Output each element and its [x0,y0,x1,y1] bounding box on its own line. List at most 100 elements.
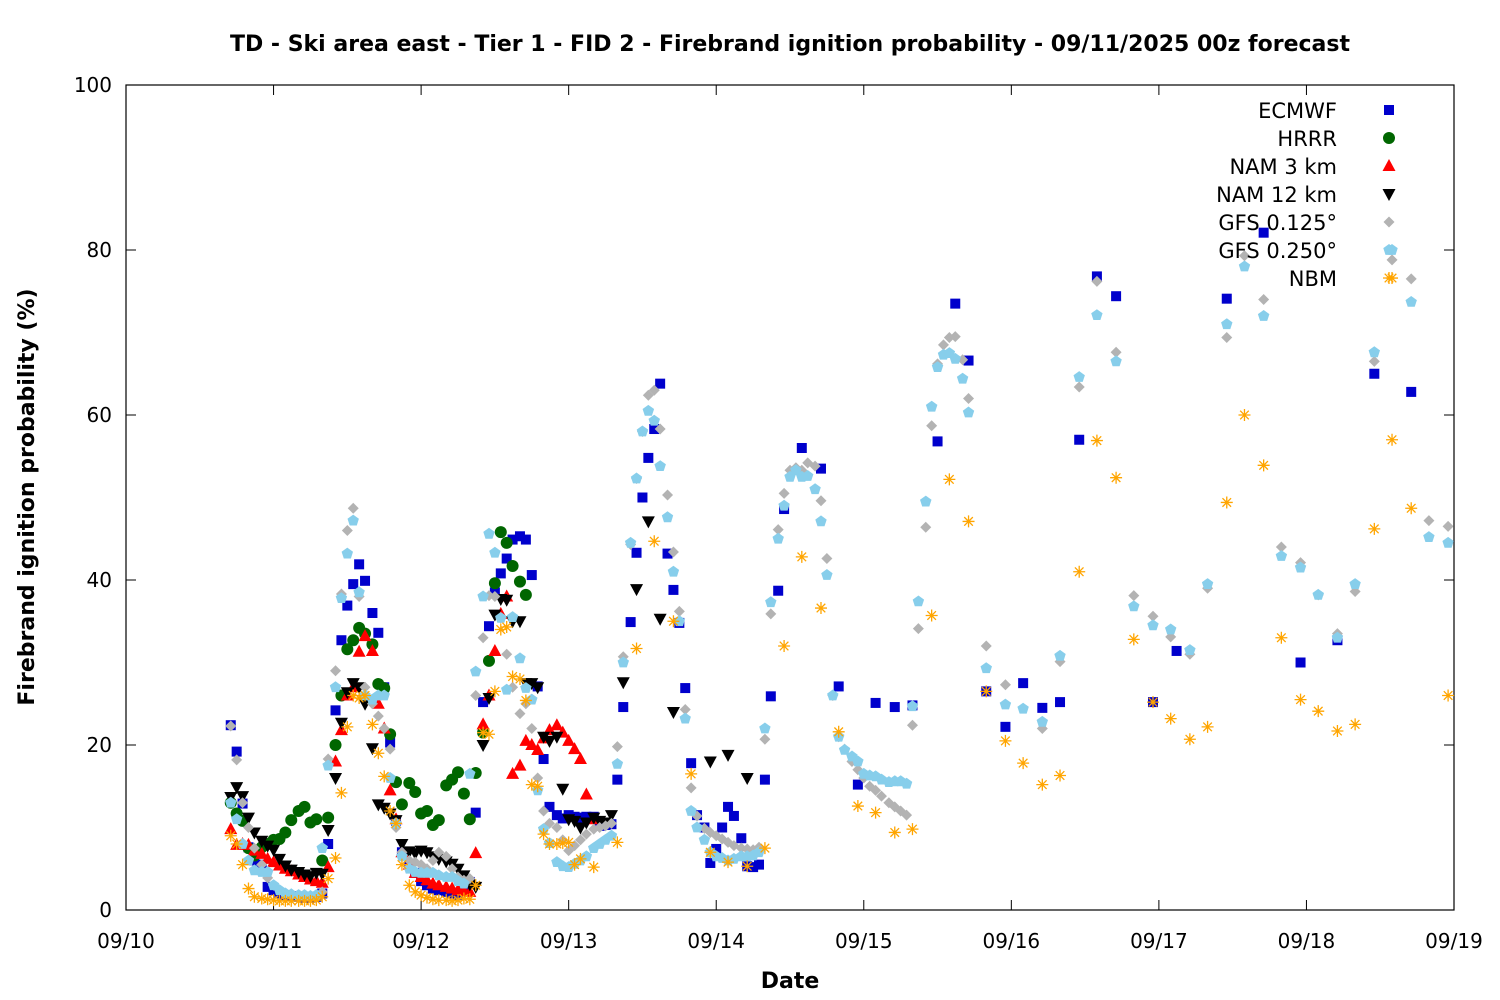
data-point [705,857,716,868]
data-point [224,829,237,842]
data-point [875,790,887,802]
series-gfs-0-250- [225,244,1454,901]
data-point [267,894,280,907]
data-point [1295,657,1306,668]
data-point [617,656,629,668]
data-point [1091,275,1103,287]
data-point [507,681,519,693]
data-point [526,723,538,734]
data-point [267,844,281,857]
data-point [838,744,851,755]
data-point [636,425,649,437]
data-point [618,702,629,713]
data-point [272,853,286,866]
data-point [501,553,512,564]
data-point [1258,227,1269,238]
data-point [330,665,342,677]
data-point [562,733,576,746]
data-point [980,662,992,674]
data-point [999,679,1011,691]
data-point [870,784,882,796]
data-point [341,720,354,733]
data-point [347,634,360,647]
data-point [821,553,833,565]
data-point [322,811,335,824]
data-point [648,414,660,426]
data-point [920,521,932,533]
data-point [926,420,938,432]
data-point [255,892,268,905]
data-point [236,858,249,871]
data-point [550,718,564,731]
x-tick-label: 09/12 [392,929,450,953]
data-point [802,470,814,481]
data-point [900,777,913,789]
data-point [520,534,531,545]
data-point [616,677,630,690]
data-point [568,742,582,755]
data-point [366,718,379,731]
data-point [643,452,654,463]
data-point [772,524,784,536]
data-point [513,673,526,685]
data-point [365,743,379,756]
data-point [371,799,385,812]
data-point [421,805,434,817]
data-point [920,495,932,507]
series-nam-12-km [224,516,754,894]
data-point [1110,471,1123,484]
data-point [852,755,864,767]
data-point [495,568,506,579]
data-point [1369,368,1380,379]
data-point [736,833,747,844]
data-point [256,859,268,871]
data-point [1171,645,1182,656]
data-point [279,826,292,839]
legend-label: ECMWF [1258,99,1337,123]
chart-title: TD - Ski area east - Tier 1 - FID 2 - Fi… [230,32,1350,57]
data-point [519,694,532,707]
data-point [790,464,802,476]
data-point [1275,631,1288,644]
data-point [537,731,551,744]
data-point [1165,623,1177,635]
data-point [573,822,587,835]
data-point [556,837,569,850]
data-point [1221,293,1232,304]
data-point [483,621,494,632]
data-point [815,515,827,527]
plot-frame: 0 20 40 60 80 100 09/10 09/11 09/12 09/13 09/14 09/… [74,73,1483,953]
data-point [1054,649,1066,661]
data-point [470,807,481,818]
data-point [519,733,533,746]
data-point [347,502,359,514]
data-point [778,499,790,511]
data-point [236,791,250,804]
data-point [248,842,260,854]
data-point [1000,721,1011,732]
data-point [1201,578,1214,589]
data-point [329,852,342,865]
data-point [580,828,592,840]
data-point [342,600,353,611]
data-point [432,814,445,827]
legend-label: NBM [1289,267,1337,291]
data-point [809,460,821,472]
data-point [341,525,353,536]
data-point [261,893,274,906]
data-point [662,548,673,559]
data-point [980,640,992,652]
data-point [248,890,261,903]
legend-label: NAM 12 km [1216,183,1337,207]
data-point [1147,619,1159,631]
data-point [821,569,833,580]
data-point [544,801,555,812]
legend-label: HRRR [1277,127,1337,151]
data-point [463,813,476,826]
data-point [550,838,563,850]
data-point [378,770,391,783]
data-point [574,852,587,865]
data-marks [224,227,1455,907]
data-point [698,833,711,845]
data-point [1442,536,1454,548]
